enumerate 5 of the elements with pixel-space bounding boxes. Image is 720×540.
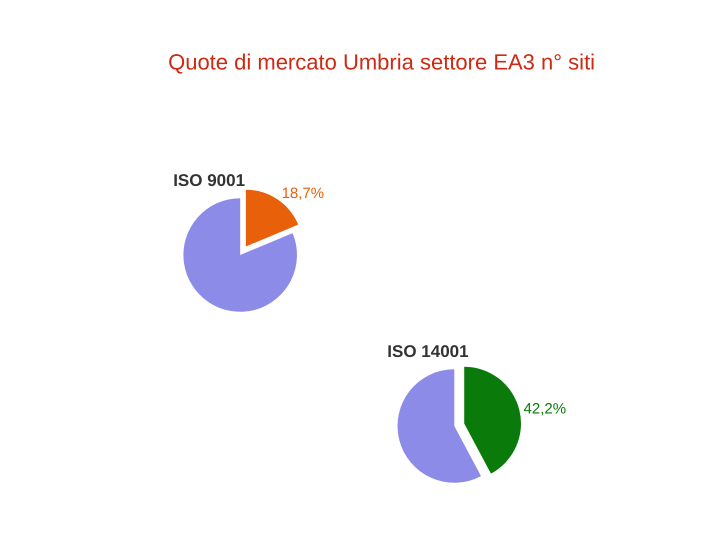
chart-subtitle: ISO 14001 bbox=[387, 342, 469, 361]
data-label: 42,2% bbox=[524, 400, 566, 418]
data-label: 18,7% bbox=[282, 184, 324, 202]
chart-subtitle: ISO 9001 bbox=[173, 171, 246, 190]
text: Quote di mercato Umbria settore EA3 n° siti bbox=[168, 49, 596, 74]
